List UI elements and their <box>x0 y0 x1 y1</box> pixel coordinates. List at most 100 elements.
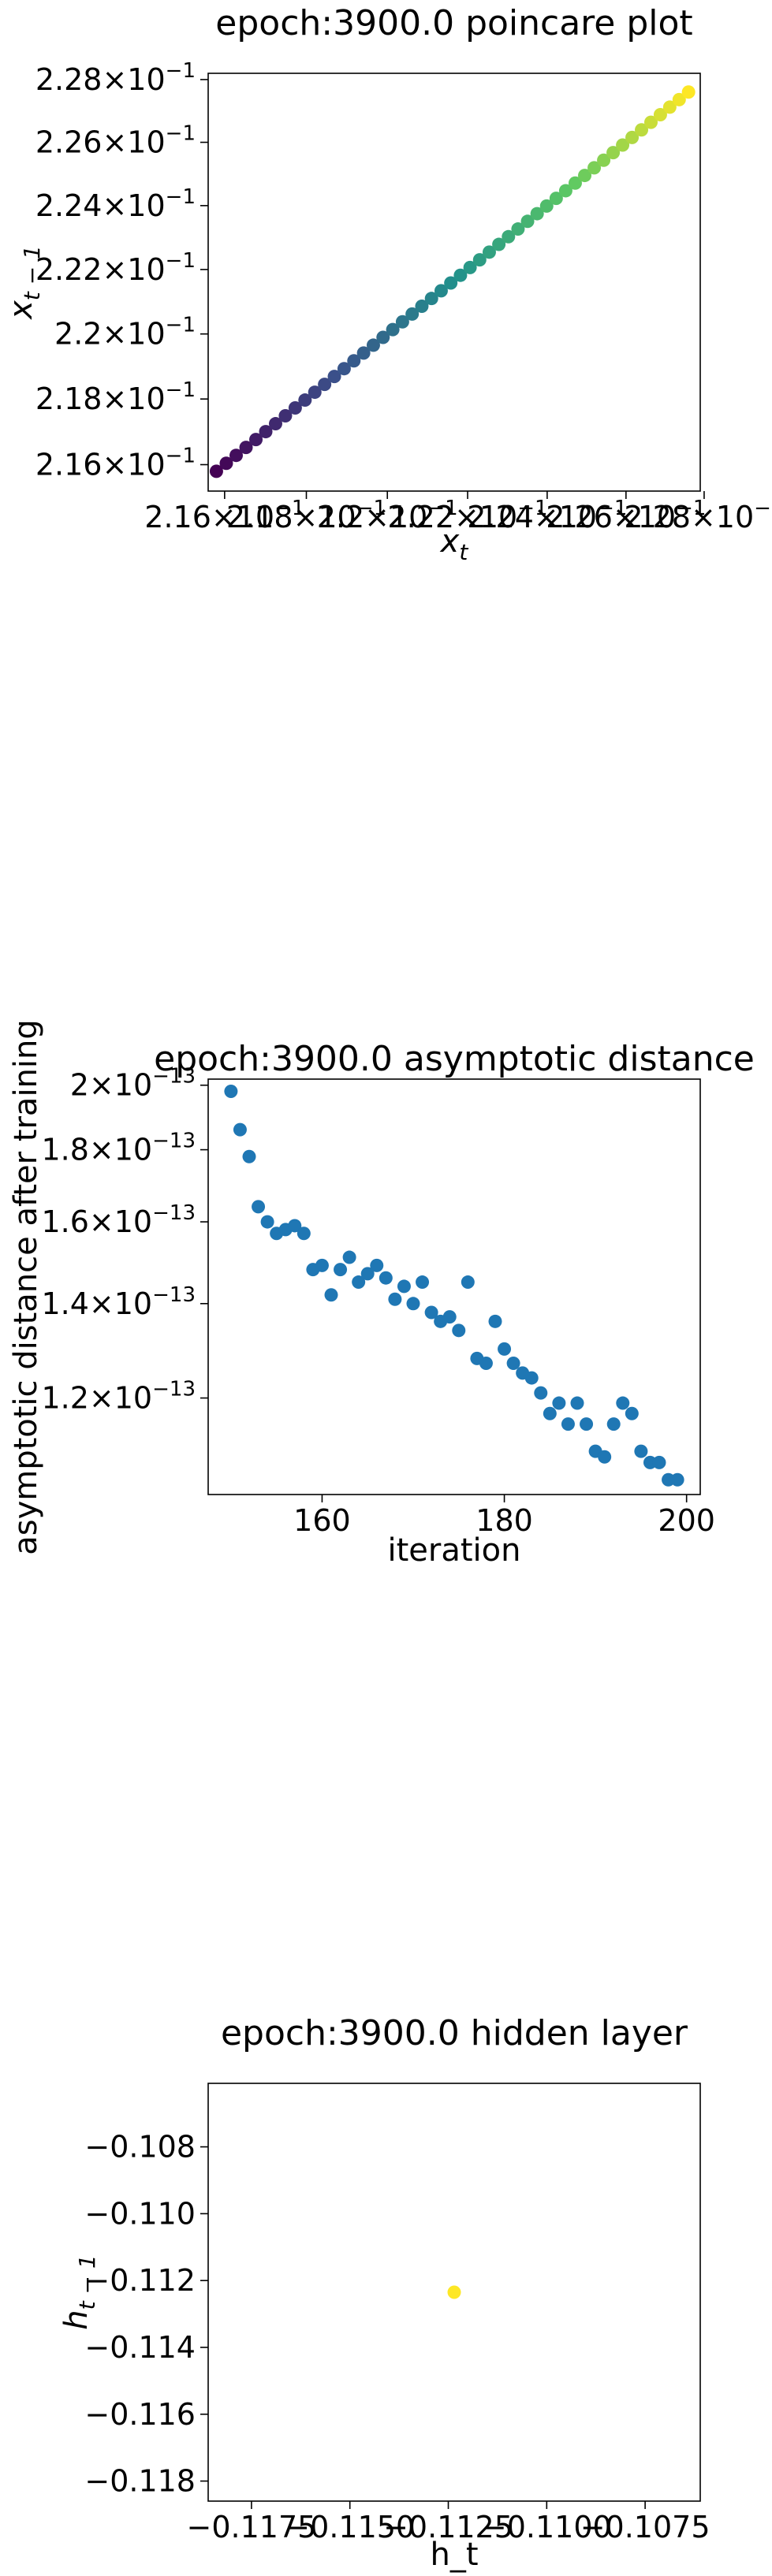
data-point-42 <box>616 138 630 152</box>
y-tick-label-3: −0.114 <box>84 2330 196 2365</box>
data-point-11 <box>324 1288 338 1302</box>
data-point-10 <box>315 1258 329 1272</box>
x-tick-label-2-exponent: −1 <box>427 497 457 520</box>
y-tick-label-2-exponent: −1 <box>166 314 196 337</box>
data-point-13 <box>337 362 351 376</box>
data-point-41 <box>598 1450 612 1464</box>
y-tick-label-1: 1.8×10−13 <box>41 1130 196 1167</box>
data-point-24 <box>442 1310 457 1324</box>
data-point-45 <box>634 1444 648 1458</box>
poincare-plot-y-axis-label-sub: t − 1 <box>19 245 45 300</box>
data-point-15 <box>356 346 371 360</box>
y-tick-label-5: 2.26×10−1 <box>35 122 196 160</box>
data-point-14 <box>347 354 361 368</box>
data-point-33 <box>530 207 544 221</box>
y-tick-label-0-exponent: −1 <box>166 444 196 467</box>
hidden-layer-x-ticks: −0.1175−0.1150−0.1125−0.1100−0.1075 <box>187 2501 710 2544</box>
x-tick-label-3: −0.1100 <box>482 2510 612 2544</box>
data-point-19 <box>397 1279 411 1294</box>
data-point-17 <box>376 330 390 344</box>
x-tick-label-4-mantissa: 2.24×10 <box>467 500 597 534</box>
data-point-26 <box>461 1275 475 1290</box>
data-point-49 <box>670 1472 684 1487</box>
data-point-45 <box>643 115 658 129</box>
y-tick-label-6: 2.28×10−1 <box>35 59 196 97</box>
y-tick-label-0: 2×10−13 <box>70 1065 196 1103</box>
hidden-layer-y-ticks: −0.108 −0.110 −0.112 −0.114 −0.116 −0.118 <box>84 2130 208 2499</box>
data-point-8 <box>288 401 302 415</box>
data-point-23 <box>434 284 448 298</box>
y-tick-label-1-mantissa: 1.8×10 <box>41 1133 152 1167</box>
y-tick-label-5-mantissa: 2.26×10 <box>35 125 166 160</box>
data-point-31 <box>511 222 525 236</box>
data-point-46 <box>653 108 667 122</box>
y-tick-label-1-mantissa: 2.18×10 <box>35 382 166 416</box>
data-point-0 <box>447 2285 461 2299</box>
asymptotic-distance-x-axis-label: iteration <box>388 1532 521 1569</box>
data-point-34 <box>539 199 554 213</box>
data-point-8 <box>296 1227 311 1241</box>
data-point-7 <box>288 1219 302 1233</box>
y-tick-label-3-exponent: −1 <box>166 249 196 273</box>
poincare-plot-panel: epoch:3900.0 poincare plot 2.16×10−12.18… <box>3 3 772 565</box>
data-point-9 <box>298 393 312 408</box>
x-tick-label-1: −0.1150 <box>285 2510 415 2544</box>
data-point-34 <box>534 1386 548 1400</box>
x-tick-label-5-mantissa: 2.26×10 <box>546 500 676 534</box>
data-point-36 <box>558 184 572 198</box>
y-tick-label-4-exponent: −1 <box>166 185 196 209</box>
y-tick-label-5-exponent: −1 <box>166 122 196 146</box>
x-tick-label-1: 2.18×10−1 <box>226 497 386 534</box>
data-point-2 <box>229 449 244 463</box>
y-tick-label-3: 1.4×10−13 <box>41 1283 196 1321</box>
asymptotic-distance-y-ticks: 2×10−131.8×10−131.6×10−131.4×10−131.2×10… <box>41 1065 208 1416</box>
x-tick-label-6: 2.28×10−1 <box>624 497 772 534</box>
data-point-26 <box>463 260 477 274</box>
asymptotic-distance-x-ticks: 160 180 200 <box>293 1495 715 1538</box>
data-point-12 <box>334 1263 348 1277</box>
y-tick-label-0: 2.16×10−1 <box>35 444 196 482</box>
data-point-10 <box>308 385 322 400</box>
hidden-layer-panel: epoch:3900.0 hidden layer −0.1175−0.1150… <box>58 2013 710 2573</box>
x-tick-label-0: 2.16×10−1 <box>144 497 304 534</box>
x-tick-label-4: 2.24×10−1 <box>467 497 627 534</box>
y-tick-label-2: 2.2×10−1 <box>54 314 196 352</box>
data-point-18 <box>386 322 400 337</box>
poincare-plot-y-axis-label: xt − 1 <box>3 245 45 321</box>
x-tick-label-1-mantissa: 2.18×10 <box>226 500 356 534</box>
y-tick-label-1: 2.18×10−1 <box>35 378 196 416</box>
data-point-24 <box>444 276 458 290</box>
data-point-37 <box>561 1417 575 1431</box>
data-point-31 <box>506 1357 520 1371</box>
data-point-44 <box>625 1406 639 1420</box>
y-tick-label-0-exponent: −13 <box>152 1065 196 1089</box>
x-tick-label-0-exponent: −1 <box>274 497 304 520</box>
data-point-1 <box>233 1122 247 1137</box>
x-tick-label-2: −0.1125 <box>383 2510 513 2544</box>
data-point-15 <box>360 1267 375 1281</box>
poincare-plot-axes-frame <box>207 73 701 492</box>
hidden-layer-points <box>447 2285 461 2299</box>
data-point-29 <box>492 237 506 251</box>
x-tick-label-3-exponent: −1 <box>517 497 547 520</box>
y-tick-label-4-exponent: −13 <box>152 1378 196 1402</box>
y-tick-label-3-exponent: −13 <box>152 1283 196 1307</box>
data-point-32 <box>520 214 535 229</box>
data-point-25 <box>452 1323 466 1338</box>
x-tick-label-2: 2.2×10−1 <box>317 497 458 534</box>
y-tick-label-3: 2.22×10−1 <box>35 249 196 287</box>
data-point-47 <box>662 100 677 114</box>
data-point-47 <box>652 1455 666 1469</box>
hidden-layer-x-axis-label: h_t <box>430 2537 478 2573</box>
x-tick-label-4-exponent: −1 <box>597 497 627 520</box>
data-point-13 <box>342 1250 356 1264</box>
data-point-27 <box>472 253 487 267</box>
hidden-layer-axes-frame <box>207 2083 701 2502</box>
data-point-14 <box>352 1275 366 1290</box>
data-point-16 <box>366 338 380 352</box>
y-tick-label-6-exponent: −1 <box>166 59 196 83</box>
data-point-20 <box>406 1297 420 1311</box>
data-point-40 <box>597 153 611 167</box>
y-tick-label-2-mantissa: 2.2×10 <box>54 317 166 352</box>
data-point-3 <box>239 441 253 455</box>
